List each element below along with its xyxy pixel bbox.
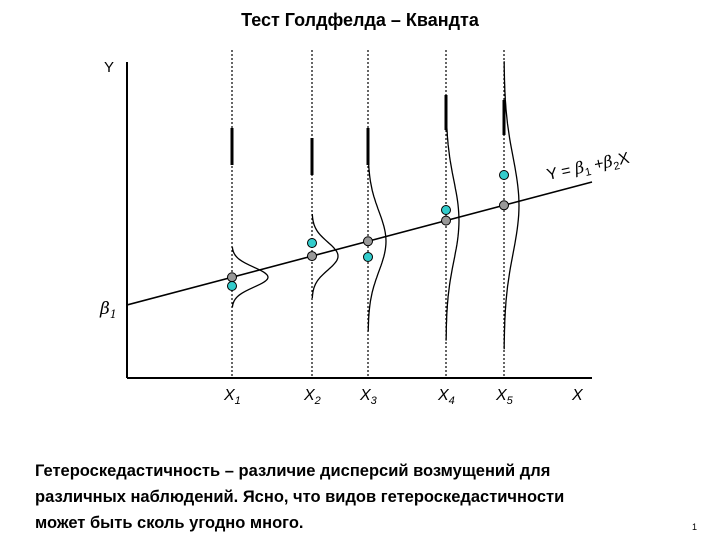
caption-line: различных наблюдений. Ясно, что видов ге…: [35, 488, 564, 506]
label-sub: 2: [314, 395, 321, 407]
label-sub: 4: [449, 395, 455, 407]
caption-line: Гетероскедастичность – различие дисперси…: [35, 462, 550, 480]
background: [0, 0, 720, 540]
label-sub: 5: [507, 395, 514, 407]
label-sub: 3: [371, 395, 378, 407]
expected-point: [364, 237, 373, 246]
observed-point: [364, 253, 373, 262]
caption-line: может быть сколь угодно много.: [35, 514, 304, 532]
expected-point: [500, 201, 509, 210]
label-sub: 1: [235, 395, 241, 407]
observed-point: [228, 282, 237, 291]
subscript: 1: [110, 308, 117, 321]
expected-point: [308, 252, 317, 261]
title: Тест Голдфелда – Квандта: [241, 10, 480, 30]
observed-point: [308, 239, 317, 248]
y-axis-label: Y: [104, 59, 114, 76]
page-number: 1: [692, 522, 697, 532]
x-axis-label: X: [571, 387, 584, 404]
expected-point: [442, 216, 451, 225]
slide: Тест Голдфелда – Квандта Y X β1 Y = β1 +…: [0, 0, 720, 540]
beta: β: [99, 299, 110, 319]
observed-point: [500, 171, 509, 180]
expected-point: [228, 273, 237, 282]
observed-point: [442, 206, 451, 215]
